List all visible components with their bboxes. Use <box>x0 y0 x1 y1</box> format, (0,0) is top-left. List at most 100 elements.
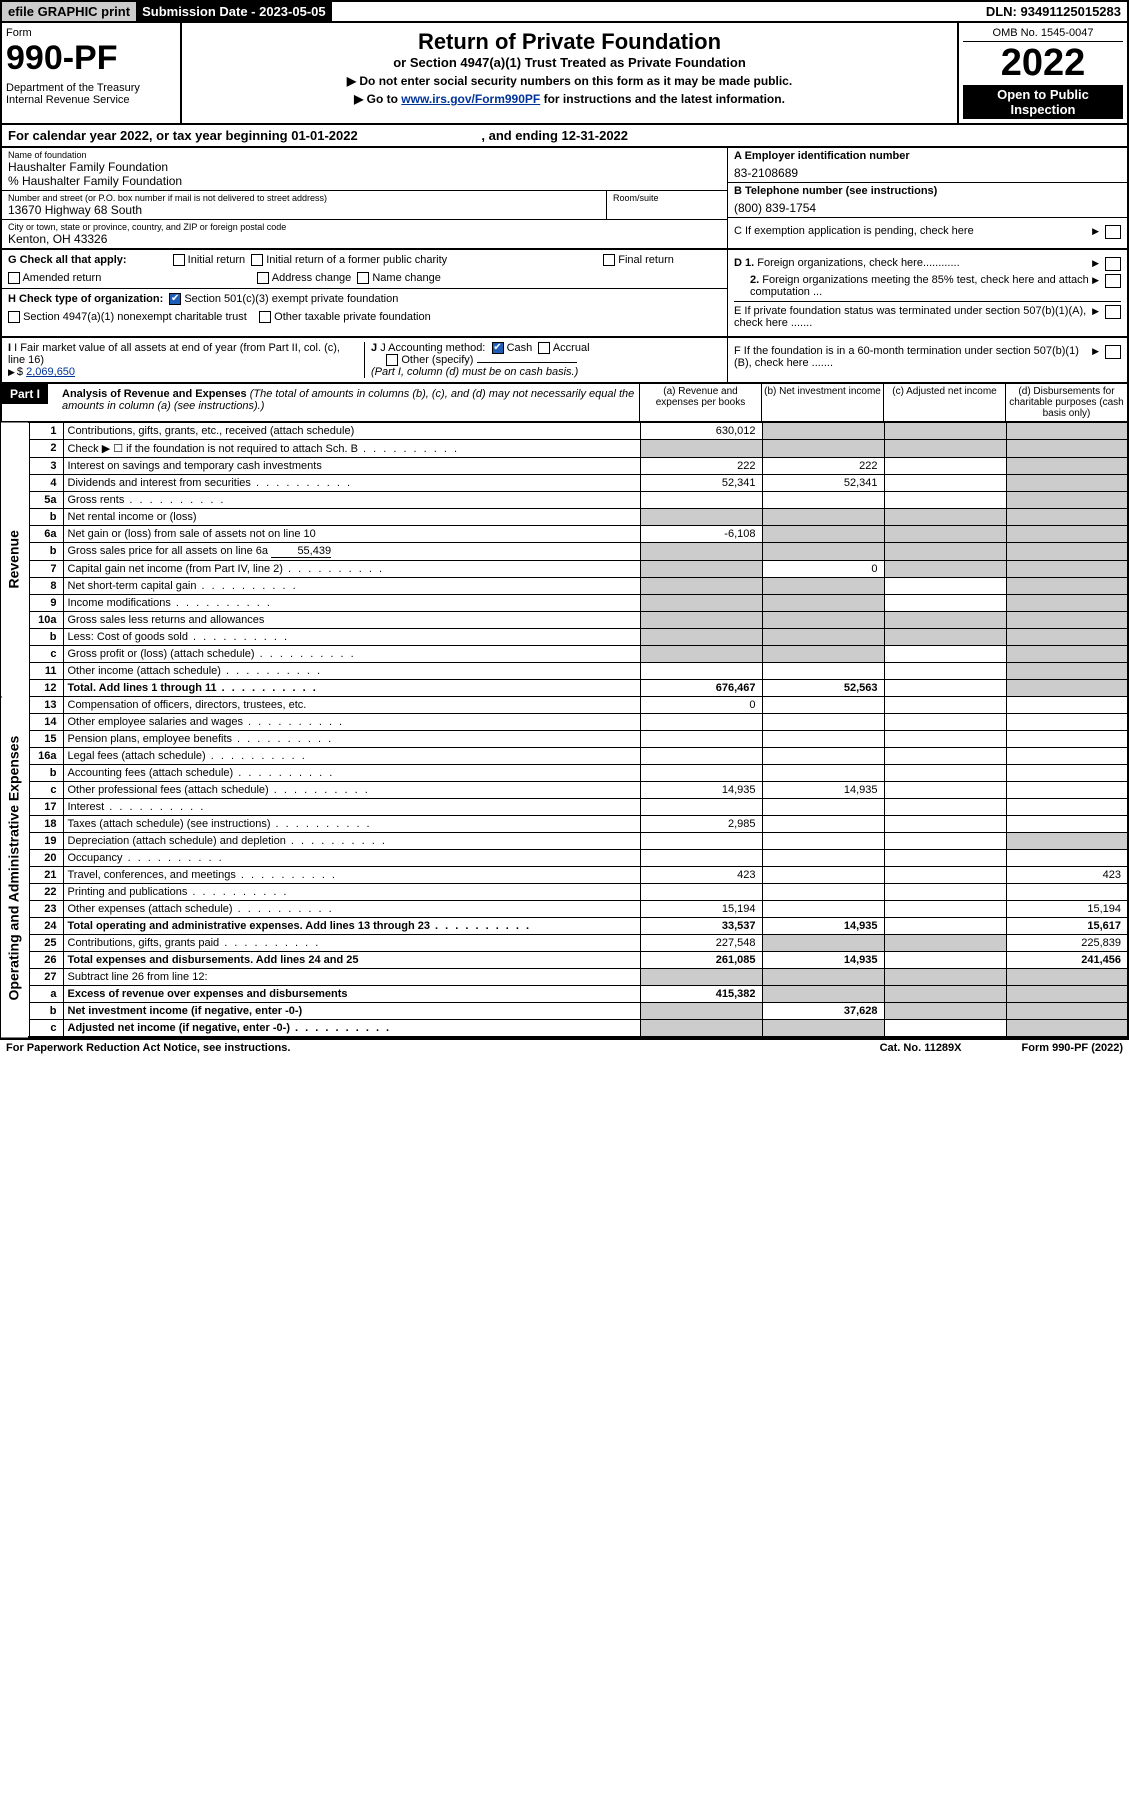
table-row: 12Total. Add lines 1 through 11676,46752… <box>1 680 1128 697</box>
paperwork-notice: For Paperwork Reduction Act Notice, see … <box>6 1042 290 1054</box>
amt-b: 14,935 <box>762 952 884 969</box>
amt-d <box>1006 423 1128 440</box>
amt-b <box>762 492 884 509</box>
row-desc: Gross sales less returns and allowances <box>63 612 640 629</box>
row-num: 27 <box>29 969 63 986</box>
chk-cash[interactable] <box>492 342 504 354</box>
form-info-link[interactable]: www.irs.gov/Form990PF <box>401 92 540 106</box>
fmv-value[interactable]: 2,069,650 <box>26 366 75 378</box>
amt-b <box>762 765 884 782</box>
amt-b <box>762 748 884 765</box>
amt-b <box>762 884 884 901</box>
chk-initial-former[interactable] <box>251 254 263 266</box>
table-row: 21Travel, conferences, and meetings42342… <box>1 867 1128 884</box>
ein-row: A Employer identification number 83-2108… <box>728 148 1127 183</box>
row-desc: Adjusted net income (if negative, enter … <box>63 1020 640 1038</box>
row-desc: Excess of revenue over expenses and disb… <box>63 986 640 1003</box>
amt-c <box>884 850 1006 867</box>
row-num: 23 <box>29 901 63 918</box>
amt-d <box>1006 986 1128 1003</box>
amt-d <box>1006 833 1128 850</box>
chk-other-method[interactable] <box>386 354 398 366</box>
row-desc: Check ▶ ☐ if the foundation is not requi… <box>63 440 640 458</box>
amt-a: 415,382 <box>640 986 762 1003</box>
row-num: a <box>29 986 63 1003</box>
form-header: Form 990-PF Department of the Treasury I… <box>0 23 1129 125</box>
check-d2[interactable] <box>1105 274 1121 288</box>
chk-addr-change[interactable] <box>257 272 269 284</box>
chk-accrual[interactable] <box>538 342 550 354</box>
table-row: 26Total expenses and disbursements. Add … <box>1 952 1128 969</box>
amt-a: 52,341 <box>640 475 762 492</box>
row-desc: Other income (attach schedule) <box>63 663 640 680</box>
amt-c <box>884 952 1006 969</box>
row-num: 13 <box>29 697 63 714</box>
amt-a <box>640 850 762 867</box>
amt-b: 52,563 <box>762 680 884 697</box>
check-f[interactable] <box>1105 345 1121 359</box>
name-row: Name of foundation Haushalter Family Fou… <box>2 148 727 191</box>
sec-e: E If private foundation status was termi… <box>734 301 1121 329</box>
amt-b <box>762 816 884 833</box>
row-num: 2 <box>29 440 63 458</box>
amt-b: 14,935 <box>762 918 884 935</box>
chk-final[interactable] <box>603 254 615 266</box>
table-row: 8Net short-term capital gain <box>1 578 1128 595</box>
phone-row: B Telephone number (see instructions) (8… <box>728 183 1127 218</box>
amt-a <box>640 765 762 782</box>
row-desc: Legal fees (attach schedule) <box>63 748 640 765</box>
side-label: Operating and Administrative Expenses <box>1 697 29 1038</box>
amt-d <box>1006 492 1128 509</box>
row-num: 24 <box>29 918 63 935</box>
cat-no: Cat. No. 11289X <box>880 1042 962 1054</box>
part1-table: Revenue1Contributions, gifts, grants, et… <box>0 423 1129 1038</box>
row-num: 20 <box>29 850 63 867</box>
table-row: 7Capital gain net income (from Part IV, … <box>1 561 1128 578</box>
table-row: cAdjusted net income (if negative, enter… <box>1 1020 1128 1038</box>
amt-a: 423 <box>640 867 762 884</box>
header-left: Form 990-PF Department of the Treasury I… <box>2 23 182 123</box>
table-row: 9Income modifications <box>1 595 1128 612</box>
row-desc: Dividends and interest from securities <box>63 475 640 492</box>
row-num: 17 <box>29 799 63 816</box>
amt-a <box>640 440 762 458</box>
chk-amended[interactable] <box>8 272 20 284</box>
row-desc: Accounting fees (attach schedule) <box>63 765 640 782</box>
table-row: 16aLegal fees (attach schedule) <box>1 748 1128 765</box>
table-row: 14Other employee salaries and wages <box>1 714 1128 731</box>
table-row: bNet investment income (if negative, ent… <box>1 1003 1128 1020</box>
table-row: 2Check ▶ ☐ if the foundation is not requ… <box>1 440 1128 458</box>
row-desc: Net short-term capital gain <box>63 578 640 595</box>
table-row: 3Interest on savings and temporary cash … <box>1 458 1128 475</box>
check-d1[interactable] <box>1105 257 1121 271</box>
amt-d <box>1006 440 1128 458</box>
amt-a <box>640 799 762 816</box>
check-c[interactable] <box>1105 225 1121 239</box>
row-num: 3 <box>29 458 63 475</box>
tax-year: 2022 <box>963 42 1123 85</box>
chk-4947[interactable] <box>8 311 20 323</box>
chk-initial[interactable] <box>173 254 185 266</box>
amt-d <box>1006 1020 1128 1038</box>
amt-c <box>884 475 1006 492</box>
amt-c <box>884 526 1006 543</box>
row-num: c <box>29 782 63 799</box>
check-e[interactable] <box>1105 305 1121 319</box>
row-desc: Interest on savings and temporary cash i… <box>63 458 640 475</box>
amt-b <box>762 646 884 663</box>
chk-name-change[interactable] <box>357 272 369 284</box>
section-h: H Check type of organization: Section 50… <box>2 289 727 327</box>
amt-a: 15,194 <box>640 901 762 918</box>
chk-501c3[interactable] <box>169 293 181 305</box>
amt-d <box>1006 799 1128 816</box>
amt-d <box>1006 782 1128 799</box>
amt-d <box>1006 646 1128 663</box>
amt-d: 225,839 <box>1006 935 1128 952</box>
amt-c <box>884 646 1006 663</box>
table-row: 22Printing and publications <box>1 884 1128 901</box>
amt-c <box>884 663 1006 680</box>
amt-c <box>884 458 1006 475</box>
chk-other-tax[interactable] <box>259 311 271 323</box>
row-num: 18 <box>29 816 63 833</box>
amt-d <box>1006 526 1128 543</box>
